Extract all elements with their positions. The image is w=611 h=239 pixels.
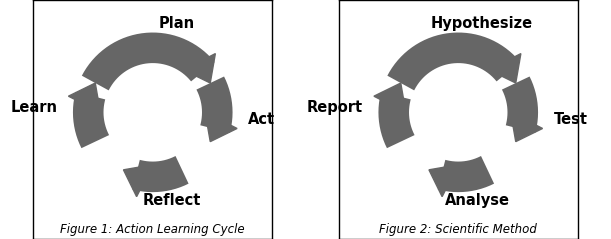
Polygon shape bbox=[183, 54, 215, 83]
Polygon shape bbox=[123, 165, 153, 197]
Text: Figure 1: Action Learning Cycle: Figure 1: Action Learning Cycle bbox=[60, 223, 245, 236]
Text: Act: Act bbox=[248, 112, 276, 127]
Text: Figure 2: Scientific Method: Figure 2: Scientific Method bbox=[379, 223, 537, 236]
Polygon shape bbox=[489, 54, 521, 83]
Polygon shape bbox=[374, 83, 406, 113]
Text: Test: Test bbox=[554, 112, 588, 127]
Polygon shape bbox=[429, 165, 458, 197]
Polygon shape bbox=[205, 112, 237, 142]
Text: Reflect: Reflect bbox=[143, 193, 201, 208]
Text: Plan: Plan bbox=[159, 16, 195, 31]
Text: Hypothesize: Hypothesize bbox=[431, 16, 533, 31]
Text: Report: Report bbox=[307, 100, 363, 115]
Polygon shape bbox=[511, 112, 543, 142]
Text: Learn: Learn bbox=[10, 100, 57, 115]
Text: Analyse: Analyse bbox=[445, 193, 510, 208]
Polygon shape bbox=[68, 83, 100, 113]
